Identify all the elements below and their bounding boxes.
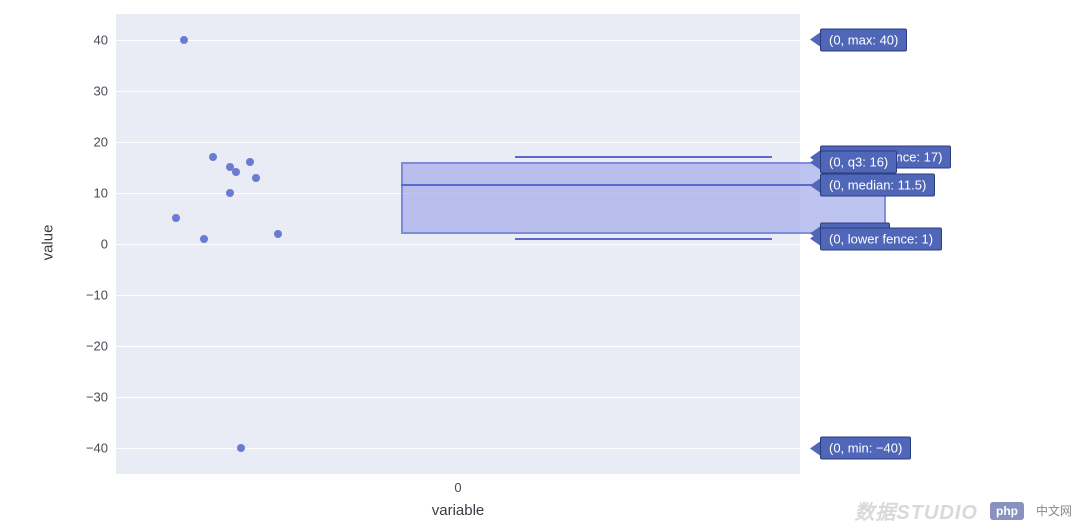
gridline bbox=[116, 448, 800, 449]
annotation-arrow-icon bbox=[810, 232, 820, 246]
scatter-point[interactable] bbox=[232, 168, 240, 176]
x-tick-label: 0 bbox=[454, 480, 461, 495]
y-tick-label: −30 bbox=[86, 390, 108, 405]
annotation-arrow-icon bbox=[810, 178, 820, 192]
gridline bbox=[116, 40, 800, 41]
annotation-label[interactable]: (0, min: −40) bbox=[810, 437, 911, 460]
scatter-point[interactable] bbox=[180, 36, 188, 44]
y-tick-label: −20 bbox=[86, 339, 108, 354]
whisker-cap bbox=[515, 238, 772, 240]
scatter-point[interactable] bbox=[274, 230, 282, 238]
scatter-point[interactable] bbox=[209, 153, 217, 161]
y-axis-title: value bbox=[39, 225, 56, 261]
scatter-point[interactable] bbox=[246, 158, 254, 166]
annotation-arrow-icon bbox=[810, 33, 820, 47]
scatter-point[interactable] bbox=[226, 189, 234, 197]
annotation-text: (0, q3: 16) bbox=[820, 151, 897, 174]
y-tick-label: 10 bbox=[94, 185, 108, 200]
plot-area[interactable]: −40−30−20−100102030400 bbox=[116, 14, 800, 474]
scatter-point[interactable] bbox=[172, 214, 180, 222]
whisker-cap bbox=[515, 156, 772, 158]
annotation-label[interactable]: (0, max: 40) bbox=[810, 28, 907, 51]
annotation-label[interactable]: (0, q3: 16) bbox=[810, 151, 897, 174]
annotation-text: (0, max: 40) bbox=[820, 28, 907, 51]
y-tick-label: 40 bbox=[94, 32, 108, 47]
y-tick-label: −10 bbox=[86, 288, 108, 303]
watermark-cn: 中文网 bbox=[1036, 502, 1072, 519]
annotation-arrow-icon bbox=[810, 155, 820, 169]
gridline bbox=[116, 142, 800, 143]
scatter-point[interactable] bbox=[200, 235, 208, 243]
gridline bbox=[116, 397, 800, 398]
y-tick-label: 20 bbox=[94, 134, 108, 149]
annotation-arrow-icon bbox=[810, 441, 820, 455]
annotation-text: (0, median: 11.5) bbox=[820, 174, 935, 197]
annotation-text: (0, min: −40) bbox=[820, 437, 911, 460]
watermark-studio: 数据STUDIO bbox=[854, 496, 978, 525]
scatter-point[interactable] bbox=[252, 174, 260, 182]
y-tick-label: 0 bbox=[101, 237, 108, 252]
watermark: 数据STUDIO php 中文网 bbox=[846, 492, 1080, 529]
x-axis-title: variable bbox=[432, 502, 485, 519]
scatter-point[interactable] bbox=[237, 444, 245, 452]
watermark-php: php bbox=[990, 502, 1024, 520]
gridline bbox=[116, 244, 800, 245]
gridline bbox=[116, 346, 800, 347]
annotation-label[interactable]: (0, lower fence: 1) bbox=[810, 227, 942, 250]
y-tick-label: −40 bbox=[86, 441, 108, 456]
gridline bbox=[116, 91, 800, 92]
annotation-label[interactable]: (0, median: 11.5) bbox=[810, 174, 935, 197]
annotation-text: (0, lower fence: 1) bbox=[820, 227, 942, 250]
gridline bbox=[116, 295, 800, 296]
y-tick-label: 30 bbox=[94, 83, 108, 98]
chart-container: −40−30−20−100102030400 value variable (0… bbox=[0, 0, 1080, 529]
